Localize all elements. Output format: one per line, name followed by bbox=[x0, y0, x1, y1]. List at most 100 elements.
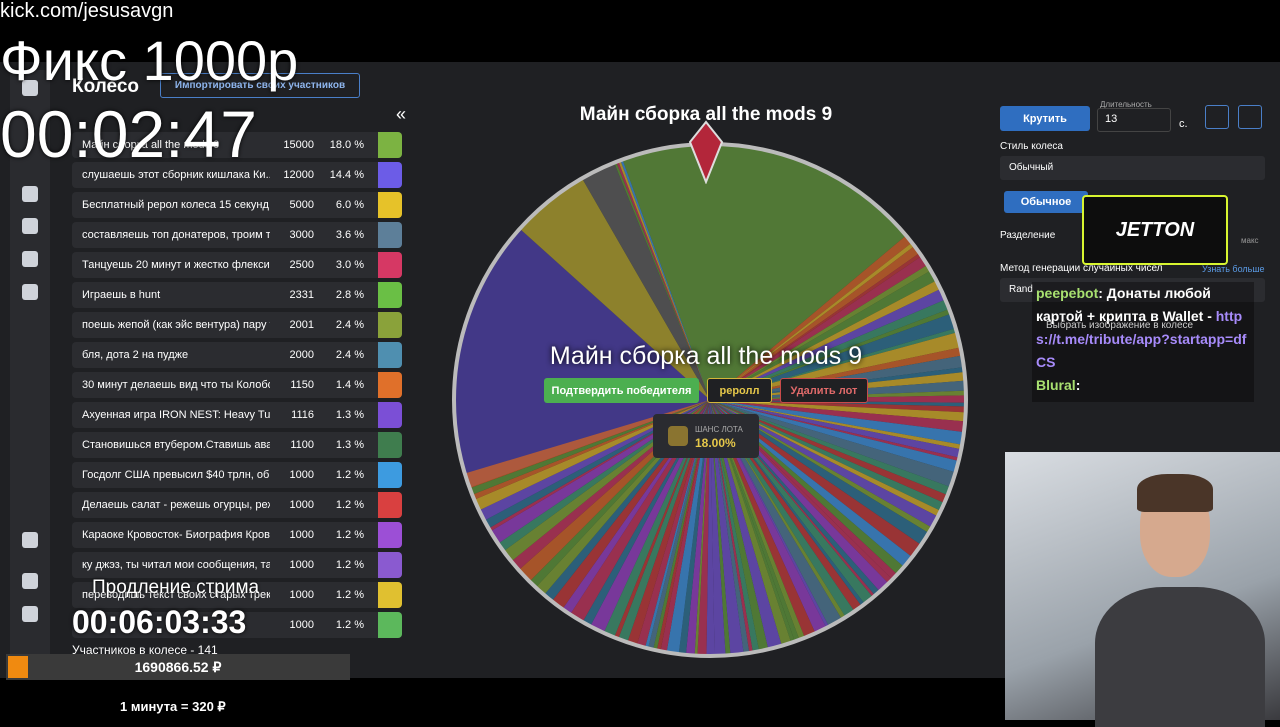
wheel-slice bbox=[614, 161, 710, 400]
lot-color bbox=[378, 252, 402, 278]
lot-amount: 1150 bbox=[290, 379, 314, 391]
wheel-slice bbox=[710, 400, 760, 653]
chat-text: : bbox=[1075, 377, 1081, 393]
wheel-slice bbox=[710, 400, 827, 634]
lot-name: Ахуенная игра IRON NEST: Heavy Turre... bbox=[82, 409, 270, 421]
lot-row: поешь жепой (как эйс вентура) пару т... 2… bbox=[72, 312, 402, 338]
import-button[interactable]: Импортировать своих участников bbox=[160, 73, 360, 98]
lot-row: Играешь в hunt 2331 2.8 % bbox=[72, 282, 402, 308]
progress bbox=[8, 656, 28, 678]
wheel-slice bbox=[710, 400, 731, 656]
chat-link[interactable]: https://t.me/tribute/app?startapp=dfCS bbox=[1036, 308, 1247, 370]
lot-amount: 12000 bbox=[283, 169, 314, 181]
chat-message: Blural: bbox=[1036, 374, 1250, 397]
chat: peepebot: Донаты любой картой + крипта в… bbox=[1032, 282, 1254, 402]
lot-row: переводишь текст своих старых трек... 100… bbox=[72, 582, 402, 608]
lot-percent: 1.3 % bbox=[335, 409, 364, 421]
lot-color bbox=[378, 492, 402, 518]
delete-button[interactable]: Удалить лот bbox=[780, 378, 868, 403]
shirt bbox=[1095, 587, 1265, 727]
wheel-slice bbox=[710, 400, 800, 642]
lot-amount: 1000 bbox=[289, 559, 314, 571]
wheel-slice bbox=[710, 400, 966, 422]
lot-name: поешь жепой (как эйс вентура) пару т... bbox=[82, 319, 270, 331]
wheel-slice bbox=[710, 280, 941, 400]
lot-amount: 1000 bbox=[289, 589, 314, 601]
icon[interactable] bbox=[22, 284, 38, 300]
wheel-slice bbox=[710, 400, 782, 650]
icon[interactable] bbox=[22, 606, 38, 622]
icon[interactable] bbox=[22, 573, 38, 589]
confirm-button[interactable]: Подтвердить победителя bbox=[544, 378, 699, 403]
lot-color bbox=[378, 552, 402, 578]
chance-icon bbox=[668, 426, 688, 446]
style-select[interactable]: Обычный bbox=[1000, 156, 1265, 180]
wheel-slice bbox=[627, 400, 710, 646]
lot-percent: 1.2 % bbox=[335, 619, 364, 631]
image-option[interactable]: Выбрать изображение в колесе bbox=[1046, 320, 1194, 331]
lot-color bbox=[378, 462, 402, 488]
wheel-slice bbox=[472, 400, 710, 500]
lot-amount: 3000 bbox=[289, 229, 314, 241]
wheel-slice bbox=[620, 159, 710, 400]
wheel-slice bbox=[464, 400, 710, 489]
icon[interactable] bbox=[22, 532, 38, 548]
wheel-slice bbox=[710, 400, 962, 458]
dice-button[interactable] bbox=[1205, 105, 1229, 129]
spin-button[interactable]: Крутить bbox=[1000, 106, 1090, 131]
channel-url: kick.com/jesusavgn bbox=[0, 0, 174, 22]
collapse[interactable]: « bbox=[396, 104, 407, 124]
chat-text: : Донаты любой картой + крипта в Wallet … bbox=[1036, 285, 1216, 324]
wheel-slice bbox=[710, 400, 816, 638]
wheel-slice bbox=[710, 264, 931, 400]
wheel-slice bbox=[590, 400, 710, 633]
wheel-slice bbox=[710, 400, 769, 652]
icon[interactable] bbox=[22, 218, 38, 234]
wheel-slice bbox=[678, 400, 710, 655]
icon[interactable] bbox=[22, 80, 38, 96]
wheel-slice bbox=[710, 400, 938, 528]
hair bbox=[1137, 474, 1213, 512]
seconds: с. bbox=[1179, 118, 1188, 130]
icon[interactable] bbox=[22, 186, 38, 202]
lot-amount: 15000 bbox=[283, 139, 314, 151]
wheel-slice bbox=[710, 400, 963, 450]
lot-color bbox=[378, 222, 402, 248]
lot-percent: 1.4 % bbox=[335, 379, 364, 391]
split-label: Разделение bbox=[1000, 230, 1056, 241]
lot-percent: 3.6 % bbox=[335, 229, 364, 241]
lot-row: Бесплатный рерол колеса 15 секунд 5000 6.0… bbox=[72, 192, 402, 218]
lot-amount: 2001 bbox=[289, 319, 314, 331]
music-button[interactable] bbox=[1238, 105, 1262, 129]
lot-color bbox=[378, 342, 402, 368]
lot-percent: 6.0 % bbox=[335, 199, 364, 211]
wheel-slice bbox=[582, 162, 710, 400]
wheel-slice bbox=[697, 400, 710, 656]
lot-color bbox=[378, 312, 402, 338]
lot-amount: 5000 bbox=[289, 199, 314, 211]
rng-select[interactable]: Rand bbox=[1000, 278, 1265, 302]
lot-color bbox=[378, 402, 402, 428]
wheel-slice bbox=[710, 400, 750, 654]
wheel-slice bbox=[656, 400, 710, 652]
wheel-slice bbox=[710, 332, 961, 400]
lot-name: Танцуешь 20 минут и жестко флекси... bbox=[82, 259, 270, 271]
learn-more[interactable]: Узнать больше bbox=[1202, 264, 1265, 274]
wheel-slice bbox=[636, 400, 710, 648]
wheel-slice bbox=[710, 400, 744, 656]
icon[interactable] bbox=[22, 251, 38, 267]
lot-name: Майн сборка all the mods 9 bbox=[82, 139, 220, 151]
wheel-slice bbox=[710, 400, 932, 534]
lot-name: переводишь текст своих старых трек... bbox=[82, 589, 270, 601]
lot-amount: 2000 bbox=[289, 349, 314, 361]
duration-input[interactable]: 13 bbox=[1097, 108, 1171, 132]
webcam bbox=[1005, 452, 1280, 727]
lot-name: Караоке Кровосток- Биография Кров... bbox=[82, 529, 270, 541]
wheel-slice bbox=[614, 400, 710, 639]
wheel-slice bbox=[618, 160, 710, 400]
wheel-slice bbox=[710, 400, 964, 445]
reroll-button[interactable]: реролл bbox=[707, 378, 772, 403]
lot-row: Караоке Кровосток- Биография Кров... 1000… bbox=[72, 522, 402, 548]
style-tab[interactable]: Обычное bbox=[1004, 191, 1088, 213]
